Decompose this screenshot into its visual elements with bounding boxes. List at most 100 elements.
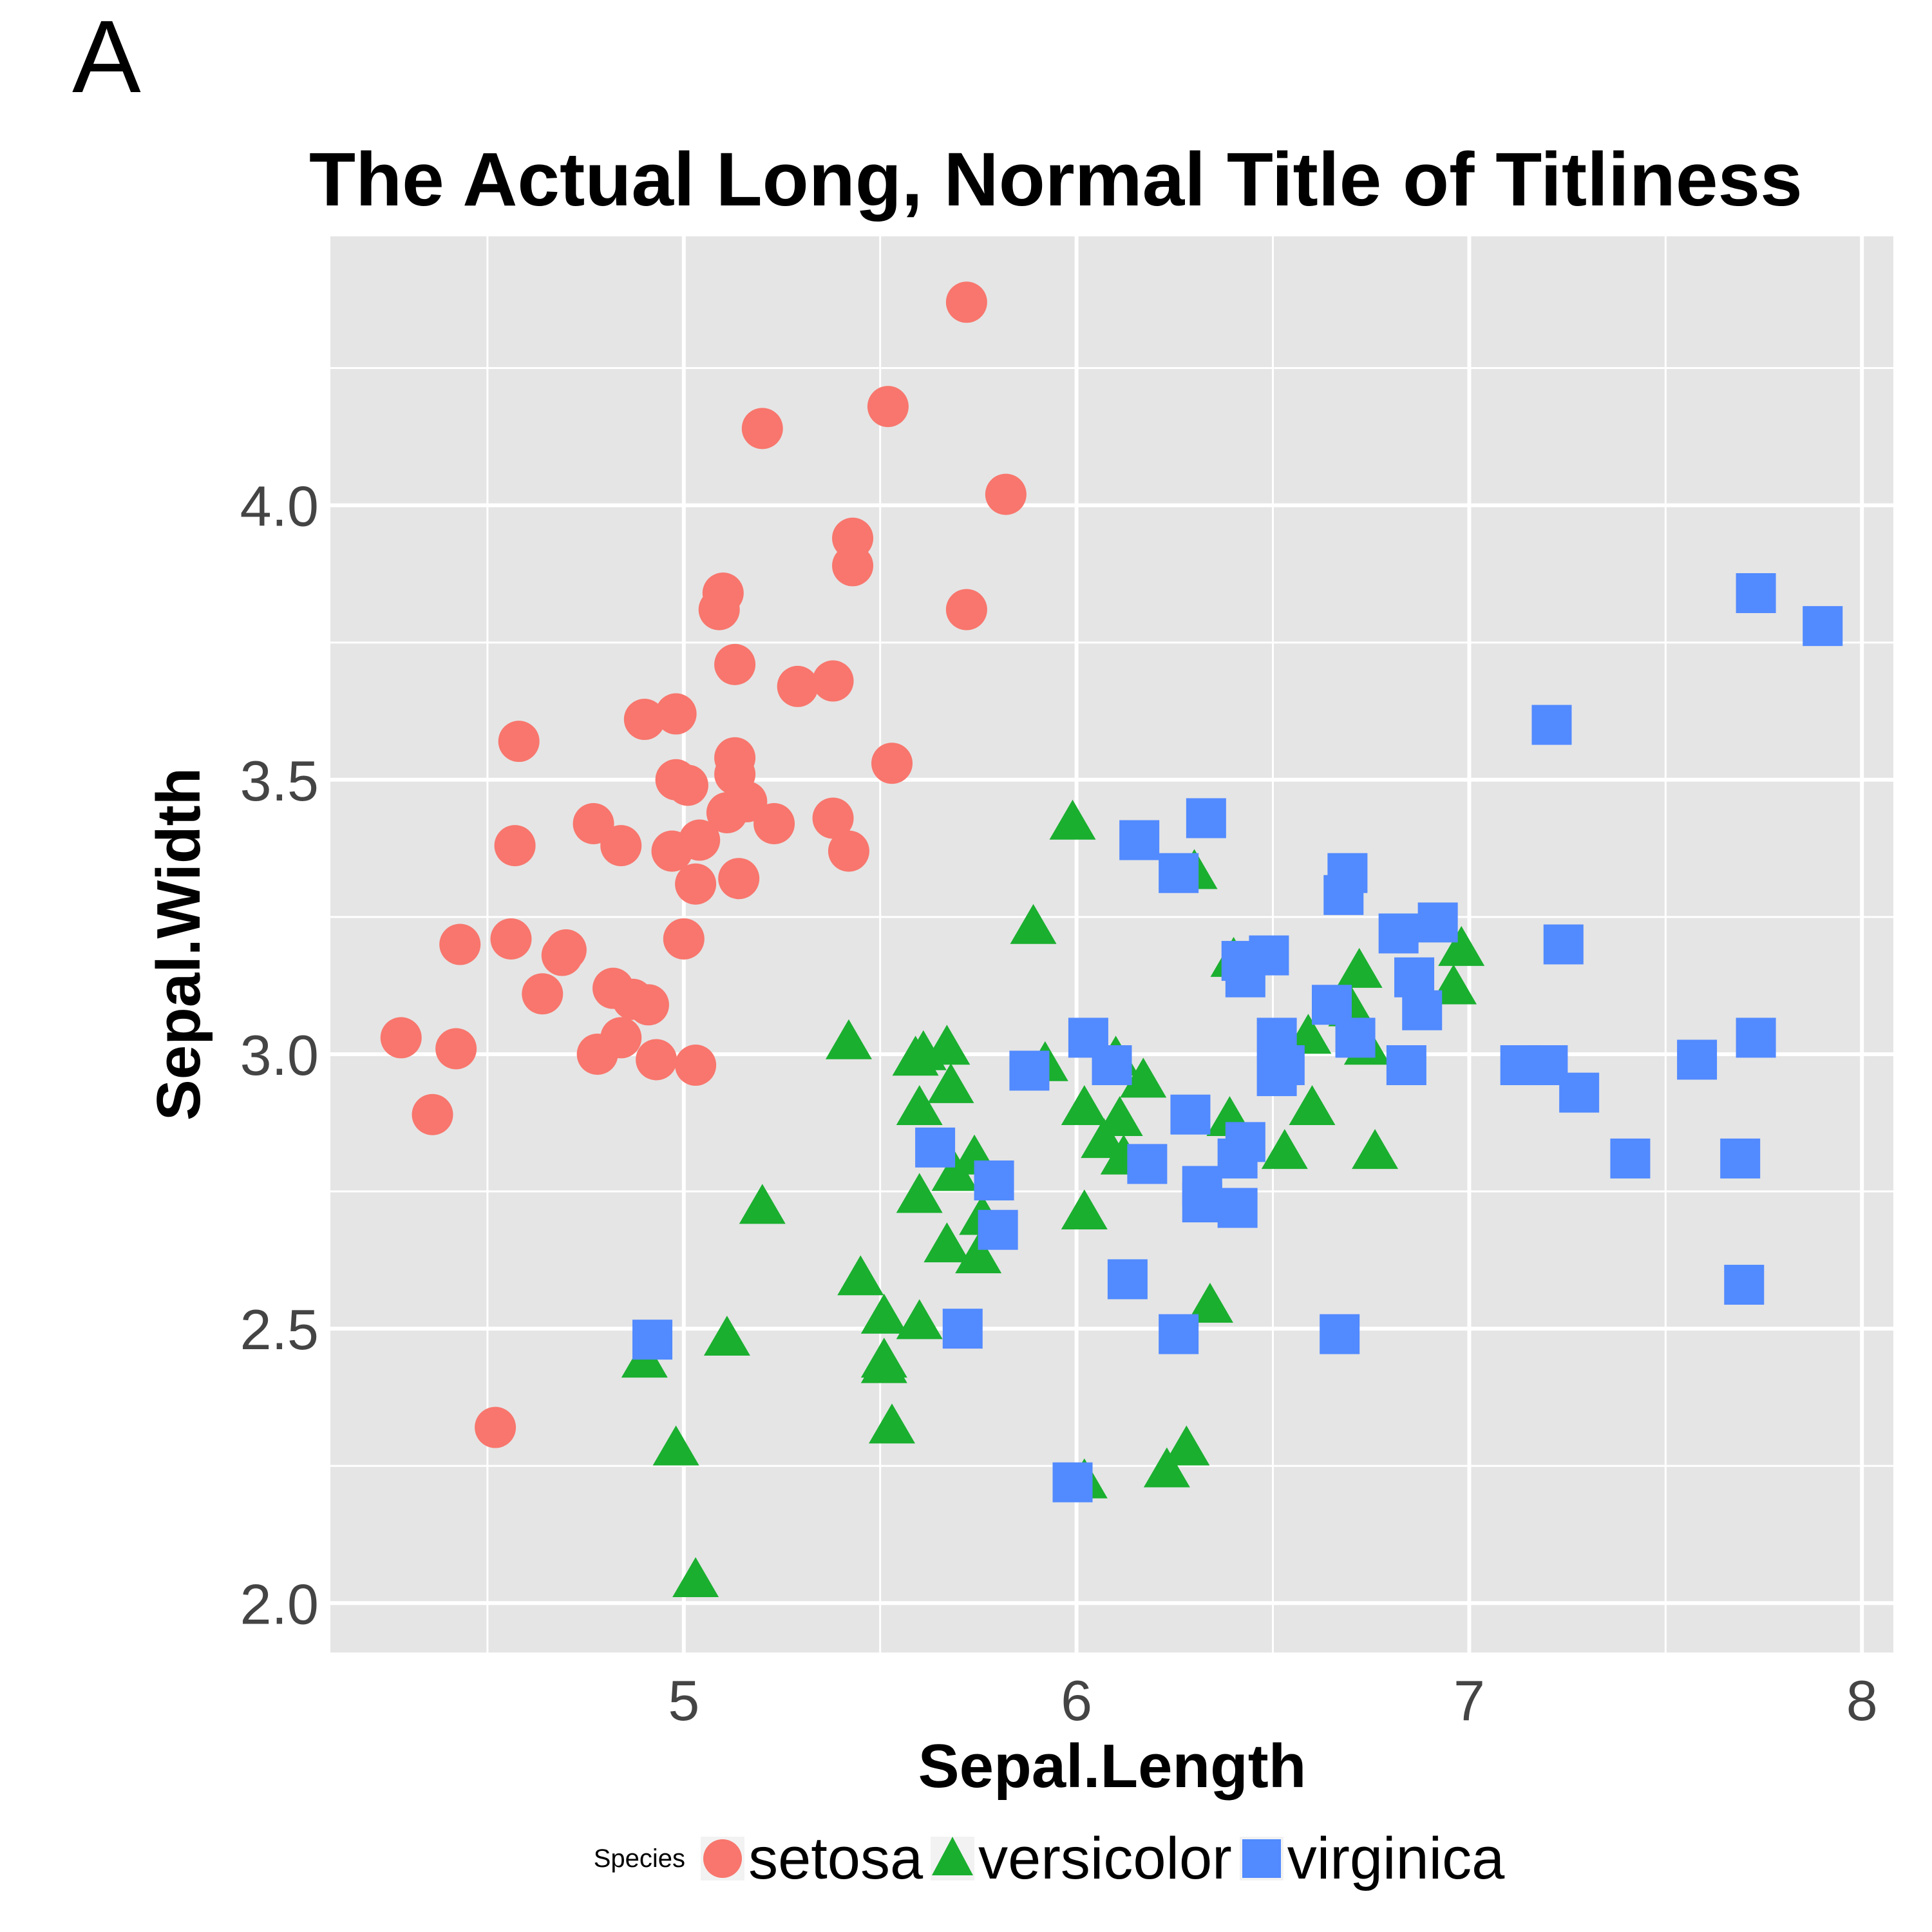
point-virginica [1170,1094,1211,1135]
point-setosa [435,1028,477,1070]
point-virginica [974,1160,1014,1200]
y-tick-label: 3.5 [240,749,319,813]
point-setosa [679,819,721,861]
point-virginica [1052,1462,1093,1502]
x-tick-label: 5 [668,1669,699,1732]
legend-label-versicolor: versicolor [978,1826,1232,1891]
point-versicolor [896,1299,943,1340]
point-setosa [380,1017,422,1059]
point-versicolor [1163,1425,1210,1466]
point-versicolor [1336,947,1383,988]
point-virginica [1417,902,1458,943]
point-setosa [627,984,669,1026]
point-setosa [777,665,819,707]
point-virginica [632,1320,673,1360]
legend-title: Species [593,1844,686,1873]
point-setosa [573,802,614,844]
point-versicolor [923,1025,971,1065]
point-virginica [1803,606,1843,647]
point-setosa [623,699,665,741]
plot-panel-background [330,236,1893,1653]
point-versicolor [672,1557,719,1597]
point-versicolor [1352,1129,1399,1170]
point-setosa [498,721,540,762]
x-tick-label: 6 [1061,1669,1092,1732]
x-tick-label: 7 [1454,1669,1485,1732]
point-virginica [1107,1259,1148,1300]
point-setosa [832,545,874,587]
point-virginica [1736,573,1776,614]
point-setosa [675,863,717,905]
point-setosa [576,1033,618,1075]
y-tick-label: 4.0 [240,475,319,538]
point-virginica [1009,1050,1050,1091]
point-versicolor [652,1425,699,1466]
point-setosa [945,281,987,323]
point-versicolor [1143,1447,1190,1488]
point-setosa [475,1406,516,1448]
point-virginica [1320,1314,1360,1354]
point-setosa [828,830,869,872]
point-versicolor [1438,925,1485,966]
point-virginica [1186,798,1226,838]
point-versicolor [927,1063,974,1103]
point-setosa [663,918,705,960]
y-axis-tick-labels: 2.0 2.5 3.0 3.5 4.0 [240,475,319,1636]
y-tick-label: 2.5 [240,1298,319,1361]
y-tick-label: 2.0 [240,1572,319,1636]
point-virginica [1225,957,1265,998]
point-virginica [1402,990,1443,1030]
point-versicolor [837,1255,884,1296]
point-virginica [1386,1045,1426,1086]
point-virginica [1159,1314,1199,1354]
circle-icon [703,1839,743,1878]
point-versicolor [1120,1057,1167,1098]
legend-label-setosa: setosa [748,1826,923,1891]
point-setosa [812,797,854,839]
point-versicolor [1186,1282,1233,1323]
point-versicolor [869,1403,916,1444]
point-versicolor [896,1173,943,1213]
legend: Species setosa versicolor virginica [0,1829,1932,1888]
point-virginica [1159,853,1199,893]
point-setosa [741,408,783,450]
data-points [380,281,1843,1597]
point-versicolor [825,1019,872,1059]
point-versicolor [1061,1189,1108,1229]
point-virginica [1323,875,1364,915]
point-setosa [698,589,740,630]
x-axis-tick-labels: 5 6 7 8 [668,1669,1877,1732]
point-setosa [490,918,532,960]
point-setosa [714,643,756,685]
point-versicolor [1081,1118,1128,1159]
point-virginica [1217,1138,1258,1179]
x-axis-title: Sepal.Length [918,1732,1307,1801]
point-setosa [545,929,587,971]
point-virginica [1610,1138,1651,1179]
point-virginica [1736,1018,1776,1058]
point-versicolor [703,1315,750,1356]
point-virginica [1217,1188,1258,1228]
y-axis-title: Sepal.Width [144,768,213,1121]
point-virginica [1335,1018,1376,1058]
point-setosa [871,743,913,784]
point-versicolor [923,1222,971,1263]
point-virginica [1531,705,1572,745]
point-virginica [915,1127,956,1168]
point-versicolor [1289,1084,1336,1125]
point-versicolor [1061,1084,1108,1125]
point-virginica [1092,1045,1132,1086]
point-virginica [1182,1182,1222,1223]
legend-key-virginica [1239,1837,1283,1880]
point-virginica [1559,1072,1600,1113]
point-versicolor [955,1233,1002,1274]
point-virginica [1677,1039,1718,1080]
point-setosa [753,802,795,844]
point-setosa [706,791,748,833]
point-setosa [945,589,987,630]
point-setosa [718,858,760,900]
point-virginica [1543,924,1584,965]
point-versicolor [860,1293,907,1334]
point-virginica [1720,1138,1761,1179]
point-setosa [494,825,536,867]
